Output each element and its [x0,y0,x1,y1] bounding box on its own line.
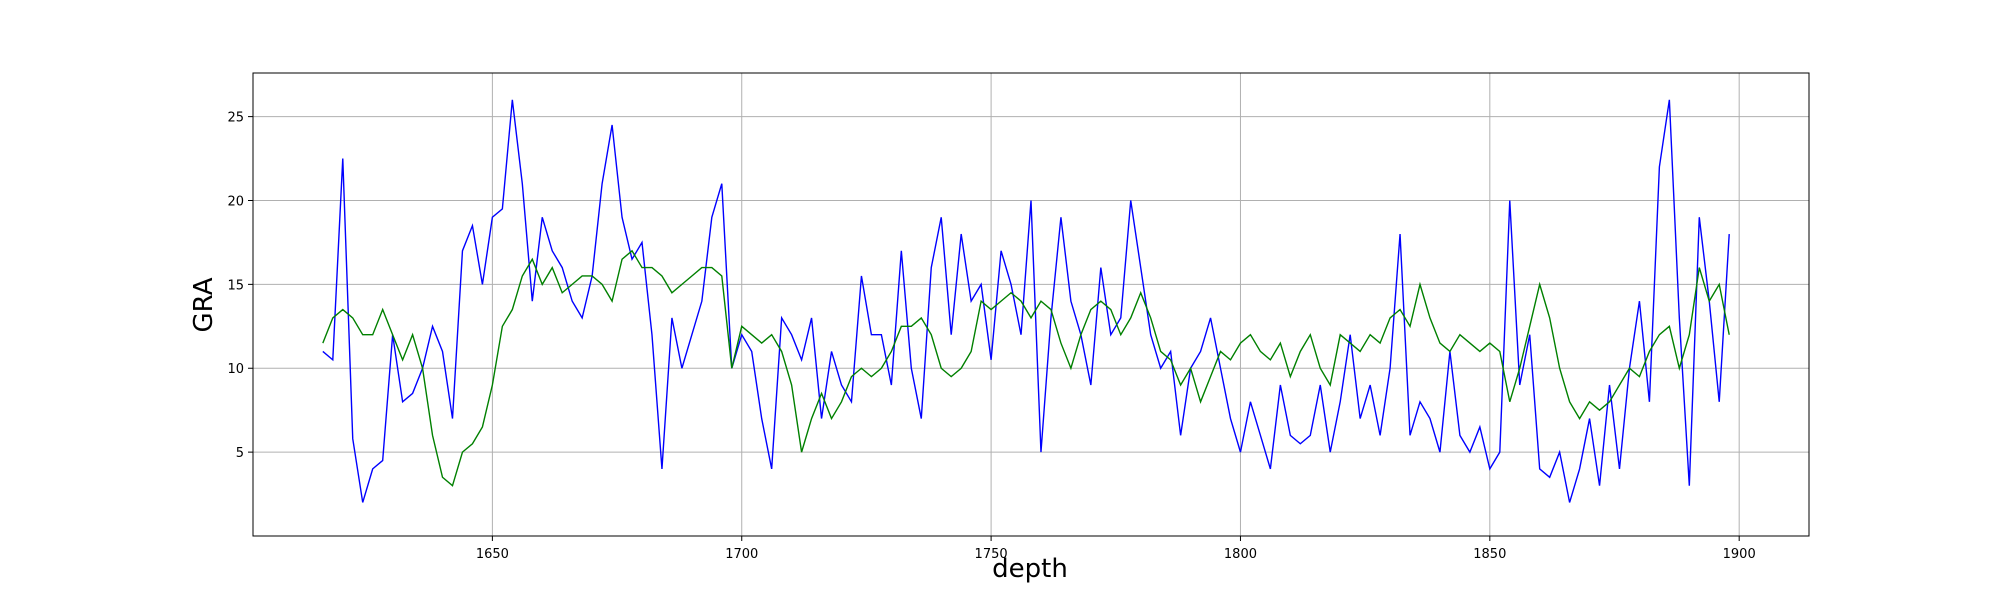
x-tick-label: 1650 [476,547,509,562]
x-tick-label: 1800 [1224,547,1257,562]
plot-frame [252,72,1810,537]
y-tick-label: 15 [227,278,244,293]
y-tick-label: 20 [227,194,244,209]
data-line [322,249,1730,487]
y-tick-label: 5 [236,446,244,461]
y-tick-label: 10 [227,362,244,377]
y-tick-label: 25 [227,111,244,126]
x-axis-label: depth [992,554,1068,584]
data-line [322,99,1730,503]
x-tick-label: 1900 [1723,547,1756,562]
x-tick-label: 1700 [725,547,758,562]
x-tick-label: 1850 [1473,547,1506,562]
y-axis-label: GRA [189,277,219,332]
x-tick-label: 1750 [975,547,1008,562]
